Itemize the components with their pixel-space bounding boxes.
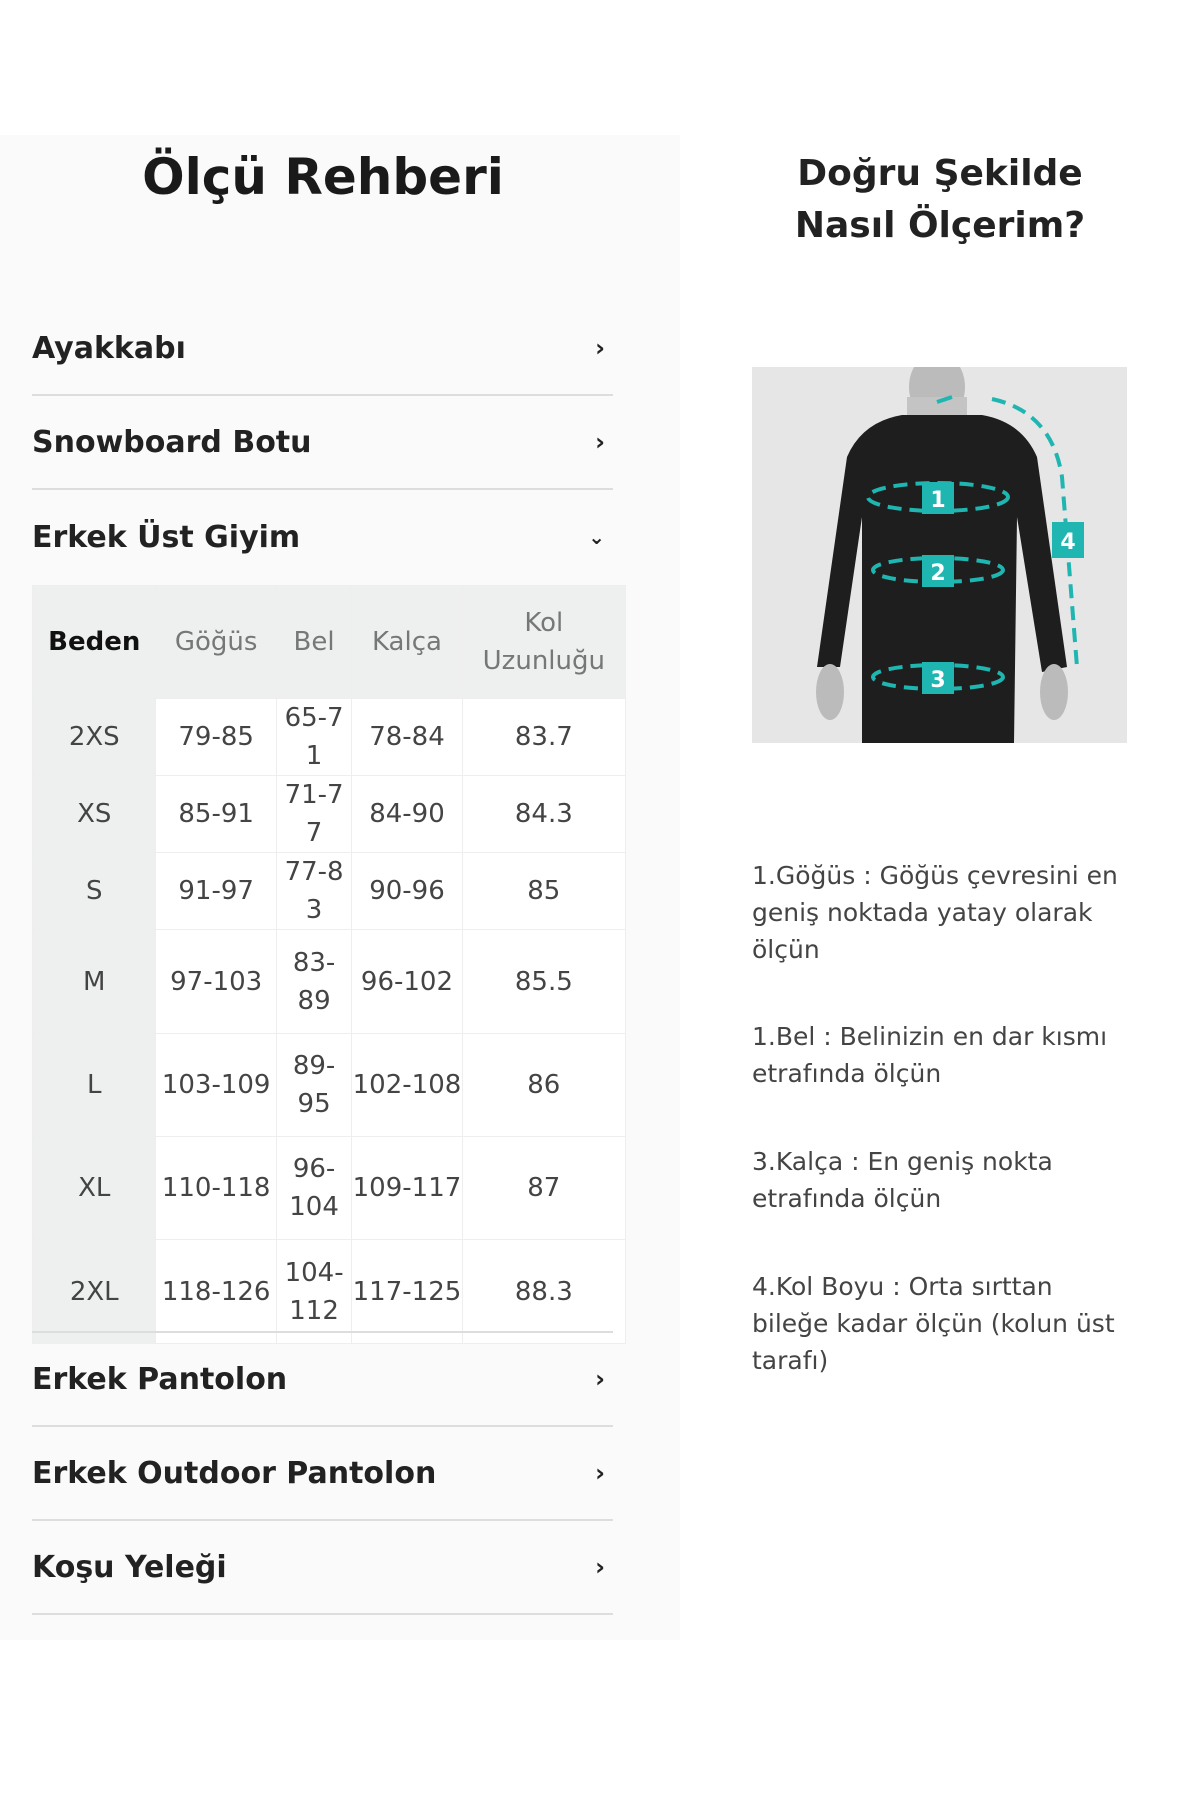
accordion-erkek-pantolon[interactable]: Erkek Pantolon › [32, 1331, 613, 1427]
value-cell: 103-109 [155, 1033, 277, 1137]
accordion-label: Snowboard Botu [32, 424, 312, 460]
table-row: 2XS 79-85 65-71 78-84 83.7 [31, 698, 627, 776]
value-cell: 102-108 [351, 1033, 463, 1137]
label-2-badge [922, 555, 954, 587]
table-row: XS 85-91 71-77 84-90 84.3 [31, 775, 627, 853]
size-cell: L [31, 1033, 157, 1137]
page-title: Ölçü Rehberi [142, 148, 504, 206]
accordion-ayakkabi[interactable]: Ayakkabı › [32, 302, 613, 396]
description-gogus: 1.Göğüs : Göğüs çevresini en geniş nokta… [752, 861, 1118, 964]
label-1: 1 [930, 488, 945, 513]
value-cell: 77-83 [275, 852, 353, 930]
accordion-label: Ayakkabı [32, 330, 186, 366]
table-row: L 103-109 89- 95 102-108 86 [31, 1033, 627, 1137]
description-bel: 1.Bel : Belinizin en dar kısmı etrafında… [752, 1022, 1108, 1088]
value-cell: 84-90 [351, 775, 463, 853]
table-row: XL 110-118 96- 104 109-117 87 [31, 1136, 627, 1240]
accordion-erkek-outdoor-pantolon[interactable]: Erkek Outdoor Pantolon › [32, 1427, 613, 1521]
chevron-right-icon: › [595, 1459, 605, 1487]
size-cell: S [31, 852, 157, 930]
measurement-figure: 1 2 3 4 [752, 367, 1127, 743]
header-beden: Beden [31, 585, 157, 699]
label-1-badge [922, 482, 954, 514]
chevron-right-icon: › [595, 428, 605, 456]
accordion-label: Erkek Üst Giyim [32, 519, 301, 555]
accordion-snowboard-botu[interactable]: Snowboard Botu › [32, 396, 613, 490]
value-cell: 78-84 [351, 698, 463, 776]
description-kol: 4.Kol Boyu : Orta sırttan bileğe kadar ö… [752, 1272, 1115, 1375]
value-cell: 86 [461, 1033, 627, 1137]
label-3-badge [922, 662, 954, 694]
value-cell: 118-126 [155, 1239, 277, 1344]
measure-title: Doğru Şekilde Nasıl Ölçerim? [794, 153, 1086, 246]
accordion-kosu-yelegi[interactable]: Koşu Yeleği › [32, 1521, 613, 1615]
header-kol: Kol Uzunluğu [461, 585, 627, 699]
size-cell: 2XL [31, 1239, 157, 1344]
chevron-right-icon: › [595, 334, 605, 362]
size-cell: M [31, 929, 157, 1034]
chevron-down-icon: ⌄ [588, 525, 605, 549]
label-4-badge [1052, 522, 1084, 558]
value-cell: 96-102 [351, 929, 463, 1034]
value-cell: 104- 112 [275, 1239, 353, 1344]
value-cell: 65-71 [275, 698, 353, 776]
value-cell: 89- 95 [275, 1033, 353, 1137]
size-cell: XS [31, 775, 157, 853]
value-cell: 85.5 [461, 929, 627, 1034]
label-3: 3 [930, 668, 945, 693]
value-cell: 87 [461, 1136, 627, 1240]
size-cell: XL [31, 1136, 157, 1240]
value-cell: 117-125 [351, 1239, 463, 1344]
value-cell: 85 [461, 852, 627, 930]
accordion-label: Erkek Pantolon [32, 1361, 288, 1397]
description-kalca: 3.Kalça : En geniş nokta etrafında ölçün [752, 1147, 1053, 1213]
size-table: Beden Göğüs Bel Kalça Kol Uzunluğu 2XS 79… [31, 585, 627, 1344]
table-row: 2XL 118-126 104- 112 117-125 88.3 [31, 1239, 627, 1344]
table-row: S 91-97 77-83 90-96 85 [31, 852, 627, 930]
header-gogus: Göğüs [155, 585, 277, 699]
accordion-label: Koşu Yeleği [32, 1549, 227, 1585]
table-row: M 97-103 83- 89 96-102 85.5 [31, 929, 627, 1034]
chevron-right-icon: › [595, 1365, 605, 1393]
value-cell: 91-97 [155, 852, 277, 930]
header-bel: Bel [275, 585, 353, 699]
value-cell: 97-103 [155, 929, 277, 1034]
value-cell: 83.7 [461, 698, 627, 776]
size-cell: 2XS [31, 698, 157, 776]
chevron-right-icon: › [595, 1553, 605, 1581]
accordion-label: Erkek Outdoor Pantolon [32, 1455, 437, 1491]
value-cell: 84.3 [461, 775, 627, 853]
label-4: 4 [1060, 530, 1075, 555]
value-cell: 85-91 [155, 775, 277, 853]
value-cell: 88.3 [461, 1239, 627, 1344]
value-cell: 83- 89 [275, 929, 353, 1034]
accordion-erkek-ust-giyim[interactable]: Erkek Üst Giyim ⌄ [32, 490, 613, 584]
label-2: 2 [930, 561, 945, 586]
value-cell: 109-117 [351, 1136, 463, 1240]
value-cell: 90-96 [351, 852, 463, 930]
header-kalca: Kalça [351, 585, 463, 699]
value-cell: 79-85 [155, 698, 277, 776]
value-cell: 110-118 [155, 1136, 277, 1240]
table-header-row: Beden Göğüs Bel Kalça Kol Uzunluğu [31, 585, 627, 699]
value-cell: 96- 104 [275, 1136, 353, 1240]
value-cell: 71-77 [275, 775, 353, 853]
